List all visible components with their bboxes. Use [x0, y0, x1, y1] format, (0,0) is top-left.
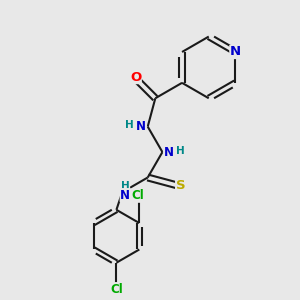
- Text: Cl: Cl: [131, 189, 144, 202]
- Text: Cl: Cl: [110, 283, 123, 296]
- Text: N: N: [136, 120, 146, 133]
- Text: H: H: [125, 120, 134, 130]
- Text: S: S: [176, 178, 185, 192]
- Text: H: H: [121, 181, 130, 191]
- Text: H: H: [176, 146, 185, 156]
- Text: N: N: [164, 146, 174, 159]
- Text: N: N: [230, 46, 241, 59]
- Text: O: O: [130, 70, 141, 83]
- Text: N: N: [120, 189, 130, 202]
